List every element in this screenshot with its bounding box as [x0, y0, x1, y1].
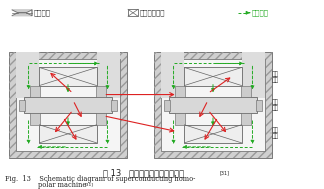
Bar	[30, 86, 40, 97]
Text: [31]: [31]	[85, 183, 94, 187]
Bar	[97, 52, 120, 98]
Bar	[154, 52, 272, 158]
Bar	[242, 52, 265, 98]
Bar	[16, 59, 120, 151]
Bar	[111, 100, 117, 111]
Polygon shape	[12, 13, 32, 16]
Bar	[96, 113, 106, 125]
Bar	[9, 52, 127, 158]
Text: 图 13   超导单极电机原理示意图: 图 13 超导单极电机原理示意图	[103, 168, 185, 177]
Bar	[161, 52, 184, 98]
Bar	[96, 86, 106, 97]
Text: 实心
转子: 实心 转子	[272, 72, 279, 83]
Bar	[40, 67, 97, 86]
Polygon shape	[12, 10, 32, 13]
Bar	[128, 9, 138, 16]
Bar	[184, 125, 242, 143]
Text: 超导励磁绕组: 超导励磁绕组	[140, 9, 166, 16]
Bar	[161, 59, 265, 151]
Bar	[154, 52, 272, 158]
Text: Fig.  13    Schematic diagram of superconducting homo-: Fig. 13 Schematic diagram of superconduc…	[5, 175, 195, 183]
Text: 错位
凸极: 错位 凸极	[272, 99, 279, 111]
Bar	[164, 100, 170, 111]
Bar	[184, 67, 242, 86]
Bar	[30, 113, 40, 125]
Bar	[24, 97, 112, 113]
Text: 导磁
结构: 导磁 结构	[272, 127, 279, 139]
Bar	[175, 86, 185, 97]
Bar	[16, 52, 40, 98]
Bar	[9, 52, 127, 158]
Bar	[40, 125, 97, 143]
Bar	[241, 113, 251, 125]
Bar	[256, 100, 262, 111]
Text: [31]: [31]	[220, 170, 230, 175]
Bar	[241, 86, 251, 97]
Text: polar machine: polar machine	[38, 181, 87, 189]
Bar	[175, 113, 185, 125]
Text: 磁通路径: 磁通路径	[252, 9, 269, 16]
Text: 定子结构: 定子结构	[34, 9, 51, 16]
Bar	[169, 97, 257, 113]
Bar	[19, 100, 25, 111]
